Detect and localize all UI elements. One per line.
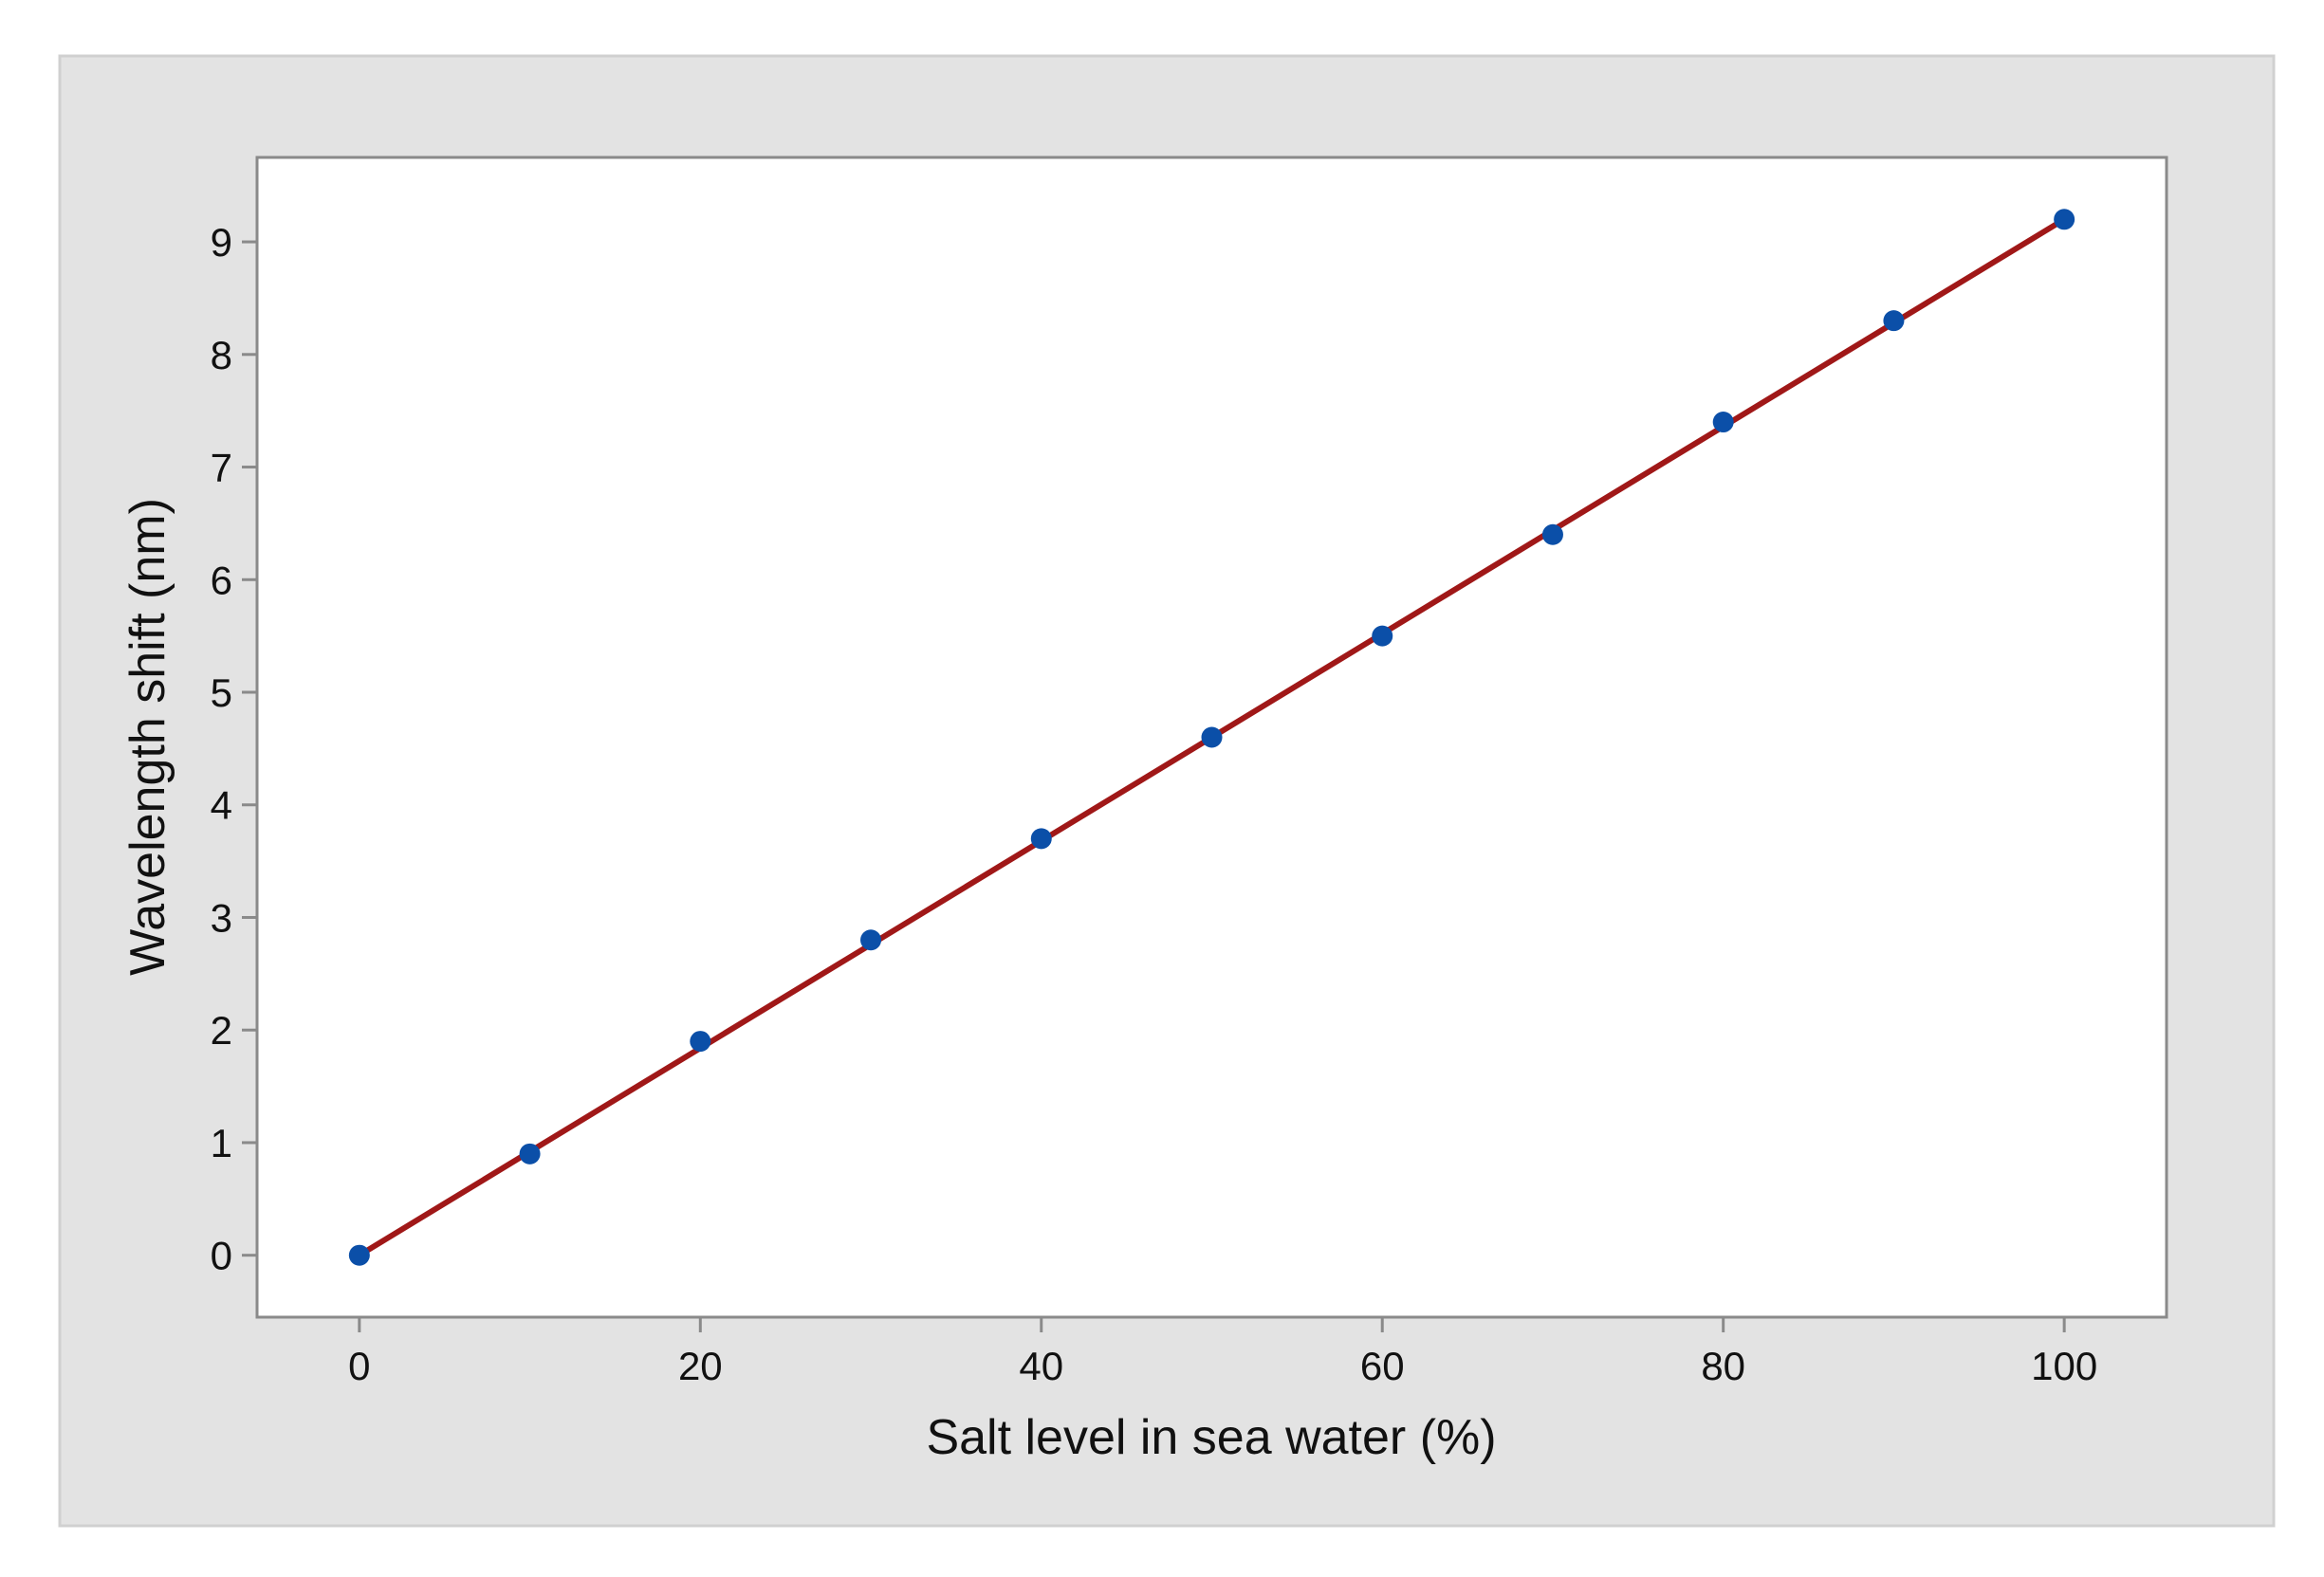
data-point [1541, 523, 1563, 545]
data-point [1712, 412, 1734, 433]
y-tick-label: 0 [211, 1234, 232, 1278]
x-tick-label: 20 [678, 1344, 723, 1388]
data-point [519, 1143, 541, 1164]
y-tick-label: 4 [211, 783, 232, 828]
data-point [1030, 828, 1052, 850]
y-tick-label: 9 [211, 220, 232, 265]
y-tick-label: 3 [211, 895, 232, 940]
data-point [690, 1031, 711, 1053]
y-tick-label: 2 [211, 1008, 232, 1053]
x-tick-label: 60 [1360, 1344, 1405, 1388]
y-tick-label: 8 [211, 333, 232, 377]
x-tick-label: 0 [348, 1344, 370, 1388]
data-point [1883, 310, 1905, 332]
data-point [2054, 209, 2075, 230]
x-tick-label: 100 [2031, 1344, 2097, 1388]
data-points-layer [348, 209, 2075, 1266]
y-tick-label: 1 [211, 1121, 232, 1165]
x-axis: 0 20 40 60 80 100 [348, 1317, 2097, 1388]
y-axis: 0 1 2 3 4 5 6 7 8 9 [211, 220, 257, 1278]
data-point [860, 929, 882, 951]
y-tick-label: 7 [211, 446, 232, 490]
data-point [1372, 625, 1393, 647]
x-axis-title: Salt level in sea water (%) [926, 1410, 1496, 1465]
y-tick-label: 6 [211, 558, 232, 602]
x-tick-label: 40 [1019, 1344, 1063, 1388]
y-axis-title: Wavelength shift (nm) [120, 498, 175, 976]
y-tick-label: 5 [211, 670, 232, 715]
data-point [1201, 726, 1223, 748]
x-tick-label: 80 [1701, 1344, 1745, 1388]
data-point [348, 1244, 370, 1266]
